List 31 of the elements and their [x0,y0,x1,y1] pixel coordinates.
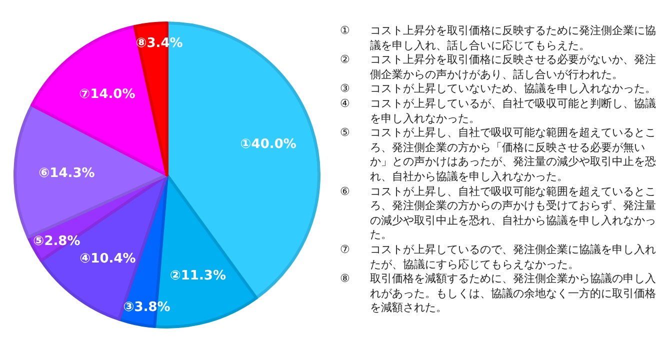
data-label: 10.4% [90,251,136,266]
category-label: ⑦ [340,242,350,256]
slice-label: ② [170,268,181,284]
slice-label: ① [240,137,252,152]
slice-label: ③ [123,300,134,316]
category-label: ③ [340,82,350,96]
text: コストが上昇していないため、協議を申し入れなかった。 [370,82,657,97]
category-label: ④ [340,96,350,110]
text: コストが上昇し、自社で吸収可能な範囲を超えているところ、発注側企業の方から「価格に反映させる必要が無いか」との声かけはあったが、発注量の減少や取引中止を恐れ、自社から協議を申し入れなかった。 [370,126,657,185]
data-label: 14.3% [50,166,95,182]
data-label: 3.8% [134,300,170,316]
slice-label: ④ [80,251,91,266]
slice-label: ⑦ [79,86,90,102]
data-label: 11.3% [180,268,226,284]
slice-label: ⑥ [38,166,50,182]
data-label: 40.0% [251,137,296,152]
text: コストが上昇しているが、自社で吸収可能と判断し、協議を申し入れなかった。 [370,96,657,126]
category-label: ⑥ [340,184,350,198]
category-label: ② [340,53,350,66]
category-label: ⑤ [340,126,350,140]
data-label: 14.0% [90,86,136,102]
text: コストが上昇しているので、発注側企業に協議を申し入れたが、協議にすら応じてもらえなかった。 [370,242,657,272]
slice-label: ⑤ [33,234,44,250]
slice-label: ⑧ [136,36,147,51]
category-label: ⑧ [340,272,350,286]
text: 取引価格を減額するために、発注側企業から協議の申し入れがあった。もしくは、協議の余地なく一方的に取引価格を減額された。 [370,272,657,316]
text: コストが上昇し、自社で吸収可能な範囲を超えているところ、発注側企業の方からの声かけも受けておらず、発注量の減少や取引中止を恐れ、自社から協議を申し入れなかった。 [370,184,657,243]
text: コスト上昇分を取引価格に反映するために発注側企業に協議を申し入れ、話し合いに応じてもらえた。 [370,24,657,54]
slice-label: ① [339,24,351,39]
text: コスト上昇分を取引価格に反映させる必要がないか、発注側企業からの声かけがあり、話し合いが行われた。 [370,53,657,82]
data-label: 2.8% [44,234,80,250]
